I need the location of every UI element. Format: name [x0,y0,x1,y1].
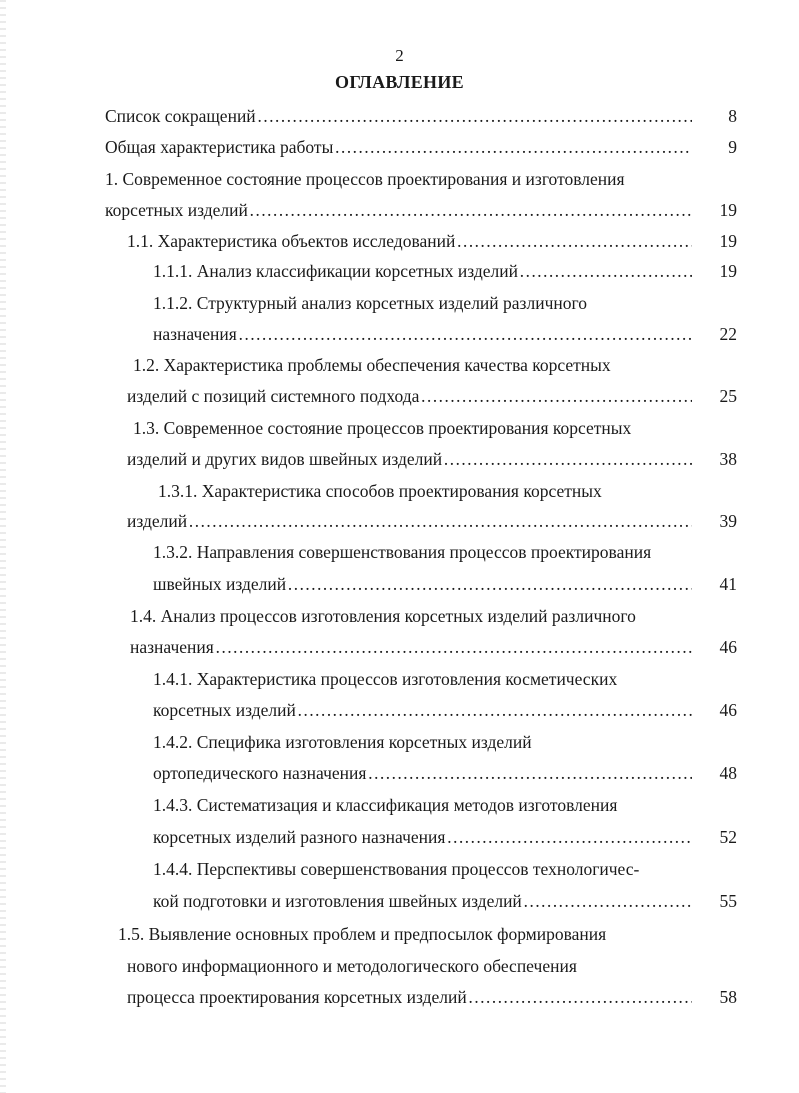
toc-entry-text: 1.4.4. Перспективы совершенствования про… [153,859,640,879]
toc-entry-line: корсетных изделий разного назначения [153,826,692,848]
toc-page-number: 46 [719,637,738,657]
dot-leader [420,385,692,407]
toc-entry-line: изделий [127,510,692,532]
dot-leader [456,230,692,252]
toc-entry-text: 1.3. Современное состояние процессов про… [133,418,632,438]
toc-page-number: 22 [719,324,738,344]
toc-page-number: 8 [728,106,737,126]
dot-leader [443,448,692,470]
toc-entry-text: 1.5. Выявление основных проблем и предпо… [118,924,607,944]
toc-entry-text: 1.1.1. Анализ классификации корсетных из… [153,261,518,281]
toc-entry-text: изделий [127,511,188,531]
toc-entry-line: швейных изделий [153,573,692,595]
toc-entry-text: корсетных изделий [153,700,296,720]
toc-entry-text: 1.2. Характеристика проблемы обеспечения… [133,355,611,375]
page-number: 2 [395,46,404,65]
toc-page-number: 25 [719,386,738,406]
toc-entry-line: 1.2. Характеристика проблемы обеспечения… [133,354,611,376]
toc-page-number: 9 [728,137,737,157]
toc-entry-line: 1.3.1. Характеристика способов проектиро… [158,480,602,502]
dot-leader [468,986,692,1008]
scan-edge [0,0,6,1093]
toc-entry-line: изделий с позиций системного подхода [127,385,692,407]
toc-entry-line: 1.1.2. Структурный анализ корсетных изде… [153,292,587,314]
toc-entry-line: Общая характеристика работы [105,136,692,158]
toc-entry-text: 1.4.2. Специфика изготовления корсетных … [153,732,532,752]
toc-entry-line: 1.4.2. Специфика изготовления корсетных … [153,731,532,753]
toc-entry-text: процесса проектирования корсетных издели… [127,987,467,1007]
toc-entry-text: изделий и других видов швейных изделий [127,449,443,469]
toc-entry-text: 1.1. Характеристика объектов исследовани… [127,231,456,251]
toc-entry-line: 1.5. Выявление основных проблем и предпо… [118,923,606,945]
toc-entry-line: корсетных изделий [105,199,692,221]
dot-leader [257,105,692,127]
toc-entry-line: 1.3. Современное состояние процессов про… [133,417,631,439]
toc-entry-line: 1. Современное состояние процессов проек… [105,168,625,190]
toc-entry-text: корсетных изделий [105,200,248,220]
toc-entry-line: 1.4.1. Характеристика процессов изготовл… [153,668,617,690]
toc-entry-text: кой подготовки и изготовления швейных из… [153,891,522,911]
page-title: ОГЛАВЛЕНИЕ [335,72,464,92]
toc-entry-line: 1.4.3. Систематизация и классификация ме… [153,794,617,816]
dot-leader [297,699,692,721]
toc-page-number: 52 [719,827,738,847]
toc-entry-line: кой подготовки и изготовления швейных из… [153,890,692,912]
dot-leader [287,573,692,595]
toc-entry-text: 1.3.1. Характеристика способов проектиро… [158,481,602,501]
toc-entry-line: назначения [130,636,692,658]
dot-leader [215,636,692,658]
toc-entry-text: назначения [153,324,237,344]
toc-entry-text: 1.4. Анализ процессов изготовления корсе… [130,606,636,626]
toc-entry-text: назначения [130,637,214,657]
toc-page-number: 48 [719,763,738,783]
dot-leader [249,199,692,221]
toc-entry-text: 1.1.2. Структурный анализ корсетных изде… [153,293,587,313]
toc-entry-text: 1. Современное состояние процессов проек… [105,169,625,189]
dot-leader [367,762,692,784]
toc-entry-text: 1.3.2. Направления совершенствования про… [153,542,652,562]
toc-entry-line: корсетных изделий [153,699,692,721]
toc-page-number: 38 [719,449,738,469]
toc-entry-line: 1.4. Анализ процессов изготовления корсе… [130,605,636,627]
toc-page-number: 46 [719,700,738,720]
toc-page-number: 39 [719,511,738,531]
toc-entry-line: 1.1.1. Анализ классификации корсетных из… [153,260,692,282]
toc-entry-text: швейных изделий [153,574,287,594]
toc-entry-line: Список сокращений [105,105,692,127]
toc-page-number: 19 [719,261,738,281]
toc-page-number: 19 [719,231,738,251]
toc-entry-line: назначения [153,323,692,345]
toc-page-number: 55 [719,891,738,911]
toc-page-number: 58 [719,987,738,1007]
toc-entry-line: процесса проектирования корсетных издели… [127,986,692,1008]
toc-entry-line: 1.4.4. Перспективы совершенствования про… [153,858,639,880]
toc-entry-line: нового информационного и методологическо… [127,955,577,977]
toc-entry-line: ортопедического назначения [153,762,692,784]
toc-entry-line: 1.1. Характеристика объектов исследовани… [127,230,692,252]
toc-entry-text: ортопедического назначения [153,763,367,783]
dot-leader [519,260,692,282]
toc-entry-text: 1.4.1. Характеристика процессов изготовл… [153,669,618,689]
dot-leader [446,826,692,848]
dot-leader [188,510,692,532]
toc-entry-text: 1.4.3. Систематизация и классификация ме… [153,795,618,815]
toc-entry-line: изделий и других видов швейных изделий [127,448,692,470]
toc-entry-text: нового информационного и методологическо… [127,956,577,976]
toc-entry-line: 1.3.2. Направления совершенствования про… [153,541,651,563]
dot-leader [238,323,692,345]
toc-page-number: 41 [719,574,738,594]
toc-entry-text: корсетных изделий разного назначения [153,827,446,847]
toc-entry-text: Список сокращений [105,106,256,126]
toc-entry-text: Общая характеристика работы [105,137,334,157]
dot-leader [334,136,692,158]
dot-leader [523,890,692,912]
toc-page-number: 19 [719,200,738,220]
toc-entry-text: изделий с позиций системного подхода [127,386,420,406]
